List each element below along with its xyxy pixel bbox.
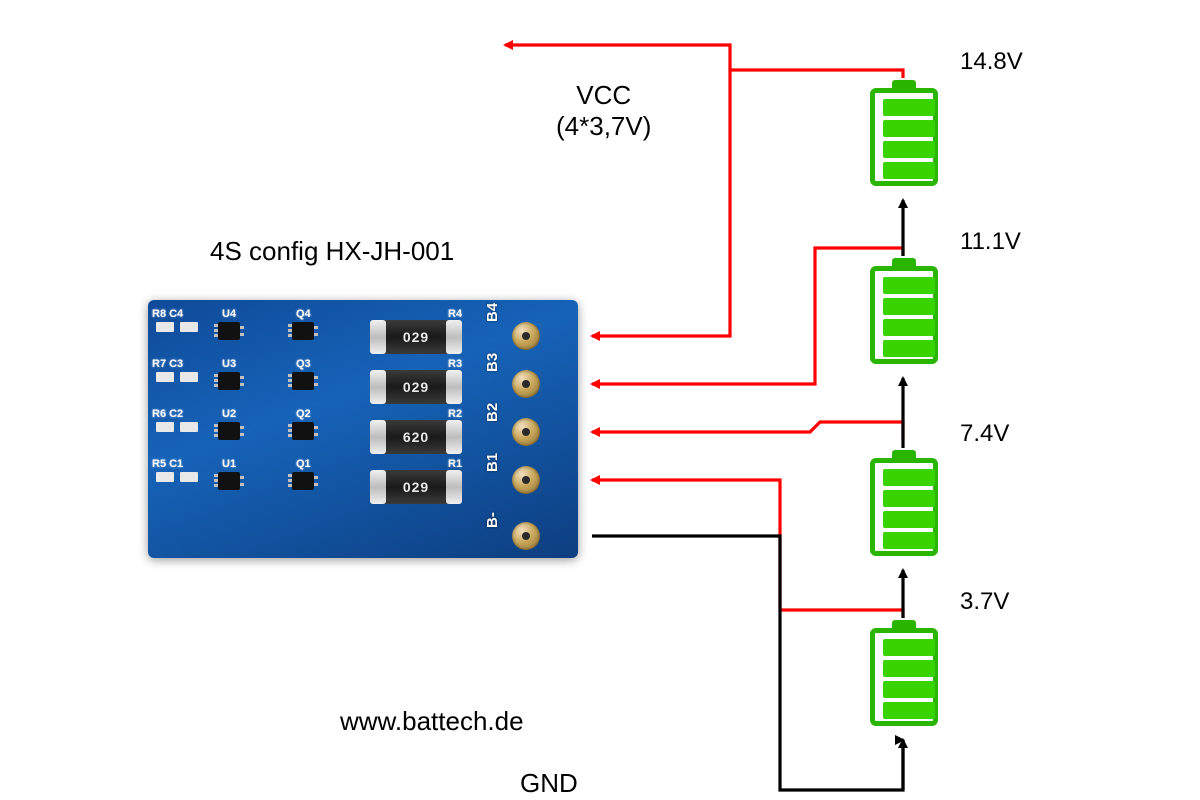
battery-bar-2-3 [883,319,935,336]
voltage-11-1: 11.1V [960,228,1021,256]
pad-B1 [512,466,540,494]
pin-label-B2: B2 [484,403,501,422]
silk-U1: U1 [222,458,236,470]
pin-label-B1: B1 [484,453,501,472]
voltage-14-8: 14.8V [960,48,1023,76]
battery-bar-3-1 [883,469,935,486]
silk-Q2: Q2 [296,408,311,420]
silk-R7 C3: R7 C3 [152,358,183,370]
voltage-3-7: 3.7V [960,588,1009,616]
silk-Q3: Q3 [296,358,311,370]
pad-B3 [512,370,540,398]
website-label: www.battech.de [340,706,524,737]
smd-1-b [180,372,198,382]
battery-bar-4-4 [883,702,935,719]
battery-bar-3-2 [883,490,935,507]
resistor-R4: 029 [370,320,462,354]
battery-shell-4 [870,628,938,726]
battery-bar-4-2 [883,660,935,677]
battery-cell-3 [870,450,938,556]
voltage-7-4: 7.4V [960,420,1009,448]
battery-bar-1-2 [883,120,935,137]
battery-bar-1-3 [883,141,935,158]
battery-bar-4-1 [883,639,935,656]
smd-2-b [180,422,198,432]
battery-shell-3 [870,458,938,556]
transistor-Q3 [292,372,314,390]
pad-Bminus [512,522,540,550]
vcc-line2: (4*3,7V) [556,111,651,142]
silk-R3: R3 [448,358,462,370]
battery-cell-2 [870,258,938,364]
smd-3-b [180,472,198,482]
silk-R1: R1 [448,458,462,470]
battery-bar-2-1 [883,277,935,294]
smd-2-a [156,422,174,432]
battery-bar-2-4 [883,340,935,357]
pin-label-B3: B3 [484,353,501,372]
pin-label-Bminus: B- [484,512,501,528]
smd-3-a [156,472,174,482]
silk-R6 C2: R6 C2 [152,408,183,420]
battery-cell-1 [870,80,938,186]
battery-bar-3-4 [883,532,935,549]
pad-B2 [512,418,540,446]
silk-Q1: Q1 [296,458,311,470]
silk-R2: R2 [448,408,462,420]
ic-U3 [218,372,240,390]
resistor-R3: 029 [370,370,462,404]
smd-0-b [180,322,198,332]
transistor-Q2 [292,422,314,440]
battery-bar-2-2 [883,298,935,315]
diagram-canvas: { "labels": { "title": "4S config HX-JH-… [0,0,1200,800]
battery-bar-1-1 [883,99,935,116]
silk-Q4: Q4 [296,308,311,320]
pin-label-B4: B4 [484,303,501,322]
pad-B4 [512,322,540,350]
gnd-label: GND [520,768,578,799]
ic-U1 [218,472,240,490]
smd-0-a [156,322,174,332]
battery-bar-3-3 [883,511,935,528]
battery-shell-2 [870,266,938,364]
silk-R8 C4: R8 C4 [152,308,183,320]
transistor-Q4 [292,322,314,340]
battery-bar-4-3 [883,681,935,698]
silk-U2: U2 [222,408,236,420]
smd-1-a [156,372,174,382]
vcc-label: VCC (4*3,7V) [556,80,651,142]
vcc-line1: VCC [556,80,651,111]
silk-U3: U3 [222,358,236,370]
resistor-R2: 620 [370,420,462,454]
battery-cell-4 [870,620,938,726]
ic-U2 [218,422,240,440]
silk-R4: R4 [448,308,462,320]
battery-bar-1-4 [883,162,935,179]
silk-R5 C1: R5 C1 [152,458,183,470]
config-title: 4S config HX-JH-001 [210,236,454,267]
ic-U4 [218,322,240,340]
transistor-Q1 [292,472,314,490]
battery-shell-1 [870,88,938,186]
resistor-R1: 029 [370,470,462,504]
balancer-pcb: R8 C4U4Q4R4029B4R7 C3U3Q3R3029B3R6 C2U2Q… [148,300,578,558]
silk-U4: U4 [222,308,236,320]
